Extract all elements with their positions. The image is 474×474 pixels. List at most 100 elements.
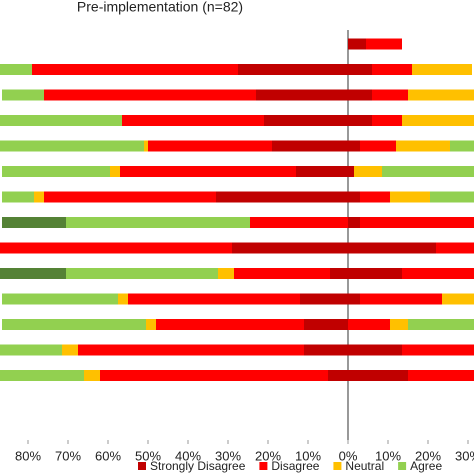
bar-segment: [122, 115, 264, 126]
bar-segment: [2, 191, 34, 203]
bar-segment: [304, 319, 348, 330]
bar-segment: [0, 370, 84, 381]
bar-segment: [360, 140, 396, 152]
bar-segment: [34, 191, 44, 203]
bar-segment: [32, 64, 238, 75]
legend-label: Strongly Disagree: [150, 459, 246, 473]
bar-segment: [2, 166, 110, 177]
x-tick-label: 80%: [15, 448, 41, 463]
bar-segment: [372, 89, 408, 101]
x-tick-label: 30%: [215, 448, 241, 463]
bar-segment: [348, 140, 360, 152]
x-tick-label: 50%: [135, 448, 161, 463]
bar-segment: [366, 38, 402, 50]
bar-segment: [450, 140, 474, 152]
x-tick-label: 20%: [255, 448, 281, 463]
bar-segment: [348, 242, 436, 254]
bar-segment: [348, 268, 402, 279]
bar-segment: [78, 344, 304, 356]
bar-segment: [396, 140, 450, 152]
bar-segment: [390, 191, 430, 203]
bar-segment: [348, 38, 366, 50]
bar-segment: [372, 115, 402, 126]
bar-segment: [296, 166, 348, 177]
x-tick-label: 30%: [455, 448, 474, 463]
bar-segment: [348, 319, 390, 330]
bar-segment: [436, 242, 474, 254]
bar-segment: [442, 293, 474, 305]
bar-segment: [146, 319, 156, 330]
x-tick-label: 10%: [375, 448, 401, 463]
bar-segment: [0, 115, 122, 126]
x-tick-label: 40%: [175, 448, 201, 463]
bar-segment: [2, 319, 146, 330]
x-tick-label: 0%: [339, 448, 358, 463]
bar-segment: [44, 191, 216, 203]
bar-segment: [354, 166, 382, 177]
chart-title: Pre-implementation (n=82): [77, 0, 243, 15]
bar-segment: [390, 319, 408, 330]
bar-segment: [360, 191, 390, 203]
bar-segment: [348, 293, 360, 305]
bar-segment: [348, 217, 360, 228]
bar-segment: [238, 64, 348, 75]
bar-segment: [0, 268, 66, 279]
bar-segment: [348, 89, 372, 101]
bar-segment: [348, 344, 402, 356]
bar-segment: [348, 115, 372, 126]
bar-segment: [0, 140, 144, 152]
bar-segment: [110, 166, 120, 177]
bar-segment: [234, 268, 330, 279]
bar-segment: [412, 64, 472, 75]
bar-segment: [264, 115, 348, 126]
bar-segment: [144, 140, 148, 152]
bar-segment: [372, 64, 412, 75]
bar-segment: [402, 344, 474, 356]
legend-swatch: [333, 462, 342, 470]
bar-segment: [218, 268, 234, 279]
bar-segment: [66, 268, 218, 279]
bar-segment: [272, 140, 348, 152]
bar-segment: [360, 293, 442, 305]
bar-segment: [304, 344, 348, 356]
bar-segment: [430, 191, 474, 203]
x-tick-label: 10%: [295, 448, 321, 463]
bar-segment: [408, 319, 474, 330]
bar-segment: [382, 166, 474, 177]
bar-segment: [120, 166, 296, 177]
bar-segment: [330, 268, 348, 279]
bar-segment: [300, 293, 348, 305]
bar-segment: [148, 140, 272, 152]
legend-label: Neutral: [345, 459, 384, 473]
bar-segment: [256, 89, 348, 101]
legend-swatch: [259, 462, 268, 470]
bar-segment: [348, 370, 408, 381]
bar-segment: [360, 217, 474, 228]
bar-segment: [250, 217, 348, 228]
bar-segment: [402, 115, 474, 126]
legend-swatch: [138, 462, 146, 470]
bar-segment: [66, 217, 250, 228]
bar-segment: [100, 370, 328, 381]
bar-segment: [62, 344, 78, 356]
bar-segment: [0, 344, 62, 356]
bar-segment: [2, 89, 44, 101]
bar-segment: [232, 242, 348, 254]
bar-segment: [348, 166, 354, 177]
bar-segment: [328, 370, 348, 381]
bar-segment: [2, 293, 118, 305]
legend-swatch: [398, 462, 407, 470]
bar-segment: [348, 191, 360, 203]
legend-label: Disagree: [271, 459, 319, 473]
x-tick-label: 60%: [95, 448, 121, 463]
bar-segment: [408, 89, 474, 101]
bar-segment: [2, 217, 66, 228]
bar-segment: [128, 293, 300, 305]
bar-segment: [156, 319, 304, 330]
bar-segment: [408, 370, 474, 381]
bar-segment: [348, 64, 372, 75]
bar-segment: [402, 268, 474, 279]
bar-segment: [0, 242, 232, 254]
bar-segment: [216, 191, 348, 203]
